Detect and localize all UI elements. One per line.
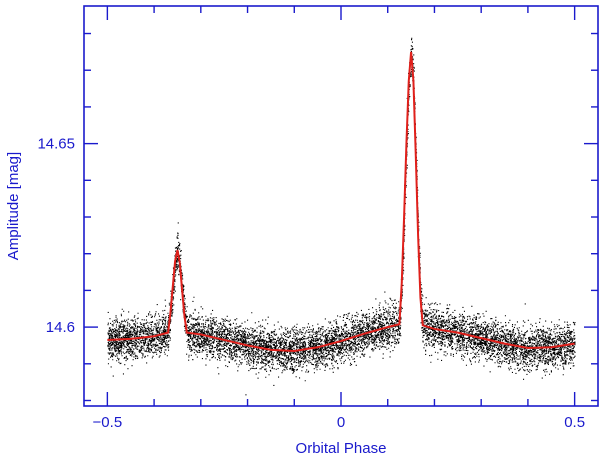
y-axis-label: Amplitude [mag]	[5, 152, 22, 260]
x-axis-label: Orbital Phase	[296, 440, 387, 457]
y-tick-label: 14.65	[37, 136, 75, 153]
x-tick-label: 0.5	[564, 414, 585, 431]
x-tick-label: 0	[337, 414, 345, 431]
axis-ticks: −0.5 0 0.5 14.6 14.65	[37, 6, 598, 431]
model-curve-line	[107, 51, 575, 352]
x-tick-label: −0.5	[93, 414, 123, 431]
y-tick-label: 14.6	[46, 319, 75, 336]
